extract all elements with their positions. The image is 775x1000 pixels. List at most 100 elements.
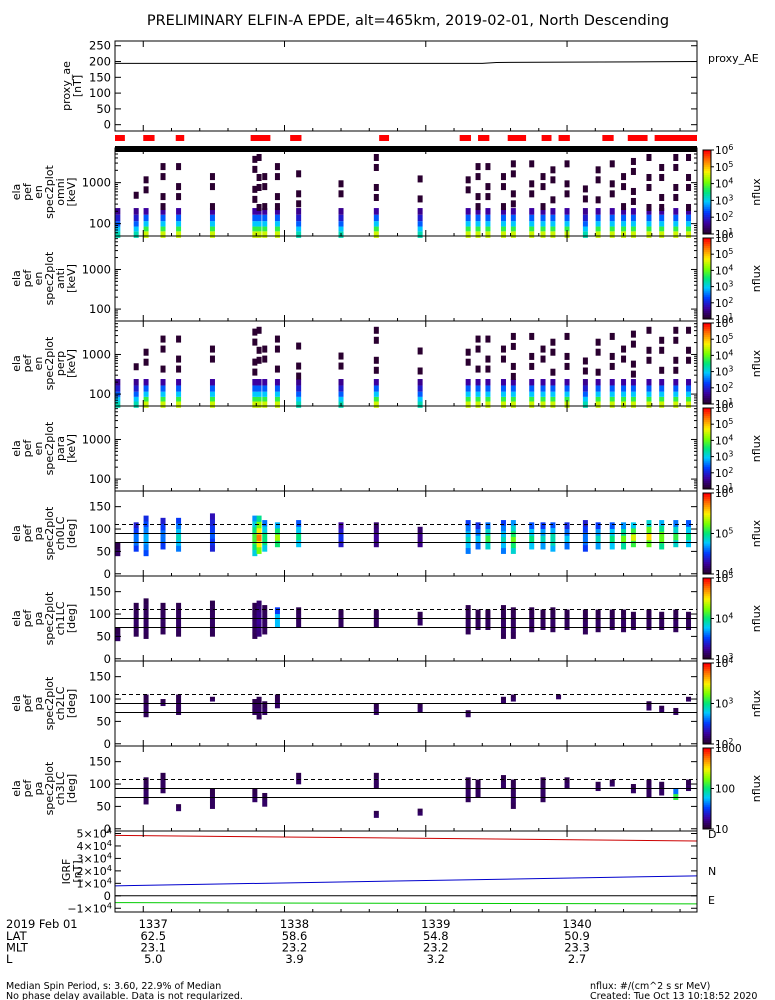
pitch-cell xyxy=(274,528,280,535)
spectrogram-cell xyxy=(209,203,215,211)
spectrogram-cell xyxy=(252,226,258,232)
pitch-cell xyxy=(296,778,302,785)
spectrogram-cell xyxy=(673,208,679,215)
pitch-cell xyxy=(209,600,215,607)
spectrogram-cell xyxy=(485,183,491,191)
y-tick-label: 1000 xyxy=(82,262,111,276)
spectrogram-cell xyxy=(582,231,588,238)
colorbar-swatch xyxy=(703,440,711,443)
pitch-cell xyxy=(659,525,665,533)
spectrogram-cell xyxy=(550,391,556,397)
pitch-cell xyxy=(510,520,516,526)
ephemeris-value: 54.8 xyxy=(423,929,449,943)
colorbar-swatch xyxy=(703,703,711,707)
colorbar-swatch xyxy=(703,458,711,462)
colorbar-swatch xyxy=(703,371,711,375)
pitch-cell xyxy=(540,783,546,790)
spectrogram-cell xyxy=(176,226,182,232)
colorbar-swatch xyxy=(703,355,711,358)
pitch-cell xyxy=(510,697,516,702)
pitch-cell xyxy=(550,522,556,529)
spectrogram-cell xyxy=(595,214,601,222)
y-tick-label: 2×104 xyxy=(77,863,112,878)
spectrogram-cell xyxy=(595,208,601,215)
colorbar-swatch xyxy=(703,474,711,478)
spectrogram-cell xyxy=(630,157,636,165)
colorbar-swatch xyxy=(703,397,711,401)
pitch-cell xyxy=(176,540,182,547)
colorbar-swatch xyxy=(703,600,711,603)
spectrogram-cell xyxy=(338,352,344,360)
bad-data-segment xyxy=(459,135,471,141)
pitch-cell xyxy=(646,616,652,624)
panel-pef_pa_ch3LC: 050100150elapefpaspec2plotch3LC[deg]1010… xyxy=(10,743,763,836)
colorbar-swatch xyxy=(703,215,711,218)
pitch-cell xyxy=(510,525,516,532)
spectrogram-cell xyxy=(296,391,302,397)
pitch-cell xyxy=(550,533,556,541)
colorbar-swatch xyxy=(703,231,711,235)
colorbar-swatch xyxy=(703,171,711,174)
pitch-cell xyxy=(621,620,627,627)
spectrogram-cell xyxy=(465,186,471,194)
pitch-cell xyxy=(659,617,665,625)
colorbar-swatch xyxy=(703,418,711,421)
colorbar-swatch xyxy=(703,379,711,383)
pitch-cell xyxy=(465,795,471,803)
spectrogram-cell xyxy=(500,379,506,386)
spectrogram-cell xyxy=(609,160,615,168)
spectrogram-cell xyxy=(582,391,588,397)
colorbar-swatch xyxy=(703,314,711,318)
y-axis-label: pa xyxy=(32,527,45,541)
colorbar-swatch xyxy=(703,748,711,751)
spectrogram-cell xyxy=(500,396,506,402)
spectrogram-cell xyxy=(595,348,601,356)
spectrogram-cell xyxy=(296,385,302,392)
pitch-cell xyxy=(262,526,268,533)
spectrogram-cell xyxy=(143,401,149,408)
spectrogram-cell xyxy=(646,221,652,227)
spectrogram-cell xyxy=(500,214,506,222)
spectrogram-cell xyxy=(673,336,679,344)
pitch-cell xyxy=(630,611,636,619)
colorbar-swatch xyxy=(703,294,711,298)
spectrogram-cell xyxy=(550,208,556,215)
spectrogram-cell xyxy=(646,226,652,232)
pitch-cell xyxy=(673,626,679,633)
spectrogram-cell xyxy=(659,231,665,238)
spectrogram-cell xyxy=(133,221,139,227)
spectrogram-cell xyxy=(115,226,121,232)
spectrogram-cell xyxy=(529,379,535,386)
pitch-cell xyxy=(609,609,615,617)
spectrogram-cell xyxy=(465,348,471,356)
y-axis-label: spec2plot xyxy=(43,165,56,219)
series-line-N xyxy=(114,875,698,887)
colorbar-swatch xyxy=(703,505,711,508)
spectrogram-cell xyxy=(673,193,679,201)
panel-pef_en_anti: 1001000elapefenspec2plotanti[keV]1011021… xyxy=(10,231,763,326)
panel-pef_pa_ch0LC: 050100150elapefpaspec2plotch0LC[deg]1041… xyxy=(10,486,763,581)
y-axis-label: ela xyxy=(10,525,23,542)
colorbar-swatch xyxy=(703,436,711,439)
spectrogram-cell xyxy=(252,155,258,163)
bad-data-segment xyxy=(143,135,155,141)
spectrogram-cell xyxy=(262,396,268,402)
colorbar-swatch xyxy=(703,654,711,658)
colorbar-swatch xyxy=(703,476,711,480)
colorbar-swatch xyxy=(703,282,711,286)
colorbar-tick-label: 103 xyxy=(715,697,733,711)
spectrogram-cell xyxy=(646,231,652,238)
pitch-cell xyxy=(176,707,182,715)
pitch-cell xyxy=(686,623,692,630)
pitch-cell xyxy=(176,630,182,637)
spectrogram-cell xyxy=(209,401,215,408)
y-axis-label: [deg] xyxy=(65,519,78,548)
colorbar-swatch xyxy=(703,616,711,619)
spectrogram-cell xyxy=(296,200,302,208)
pitch-cell xyxy=(274,614,280,622)
pitch-cell xyxy=(143,538,149,545)
y-axis-label: pa xyxy=(32,612,45,626)
y-axis-label: ch1LC xyxy=(54,601,67,635)
